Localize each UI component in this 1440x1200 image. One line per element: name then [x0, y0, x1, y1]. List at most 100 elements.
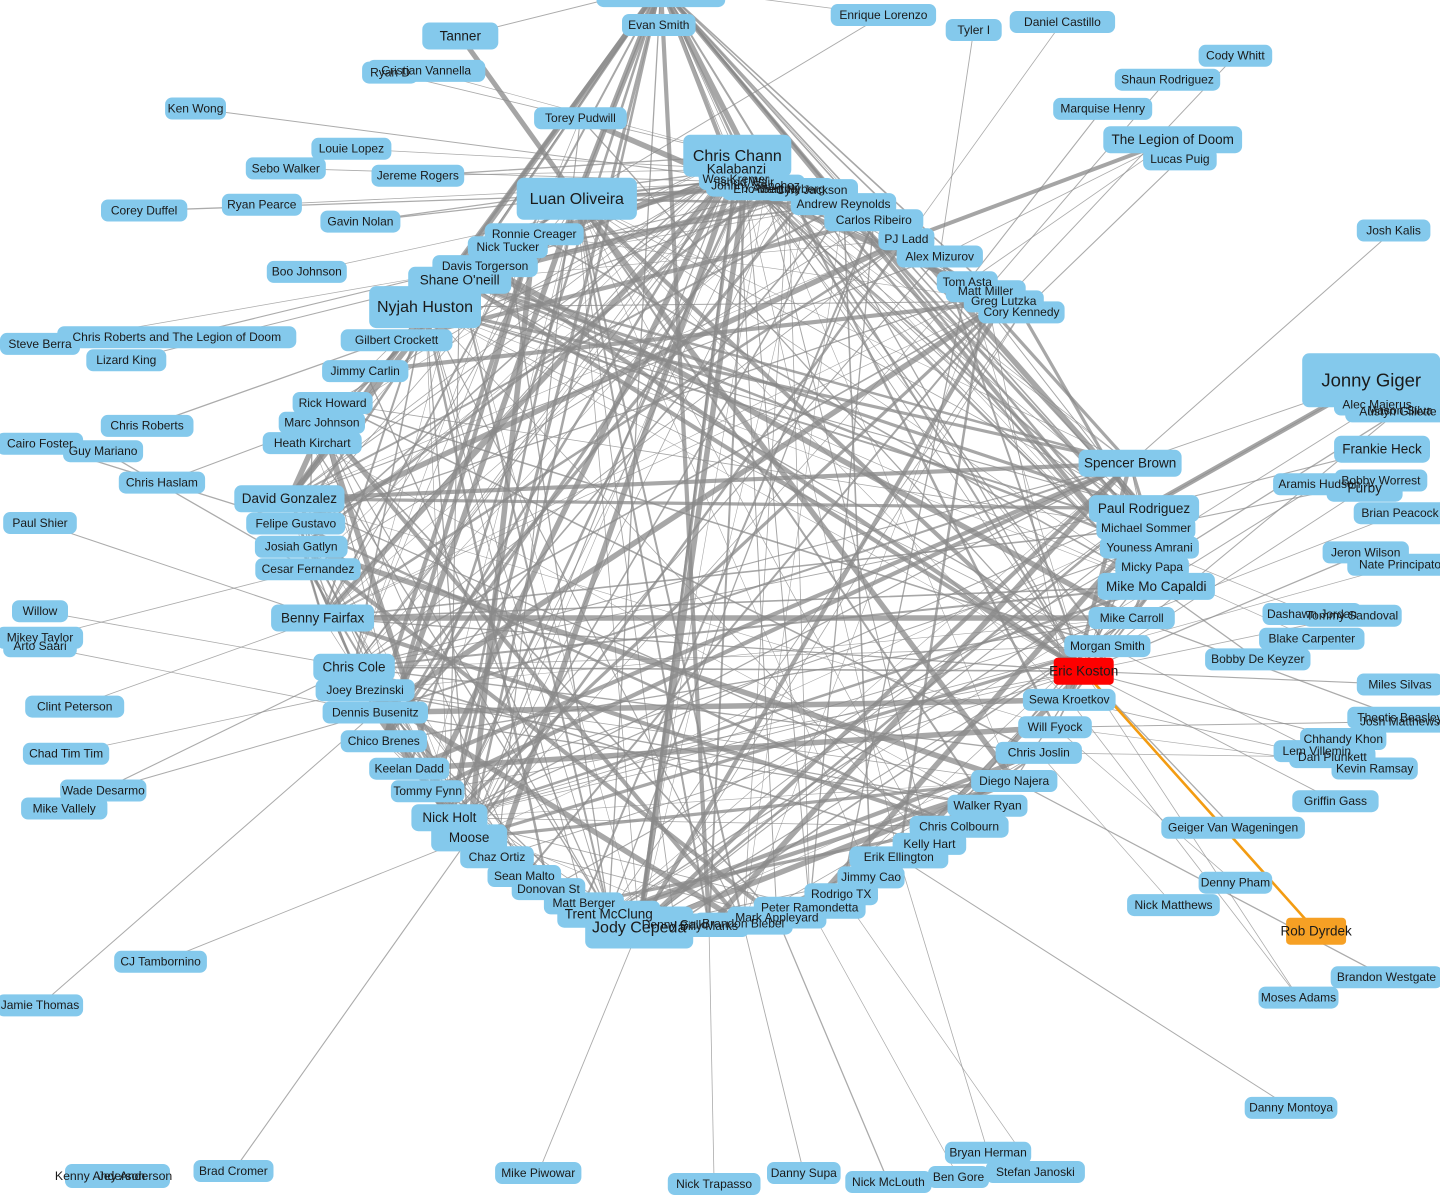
svg-text:Jey Anderson: Jey Anderson	[98, 1169, 173, 1183]
svg-text:Jimmy Carlin: Jimmy Carlin	[331, 364, 400, 378]
svg-text:PJ Ladd: PJ Ladd	[884, 232, 928, 246]
svg-text:Jody Cepeda: Jody Cepeda	[592, 920, 686, 937]
svg-text:Chris Joslin: Chris Joslin	[1008, 746, 1070, 760]
svg-text:Gavin Nolan: Gavin Nolan	[327, 214, 393, 228]
svg-text:Ronnie Creager: Ronnie Creager	[492, 227, 577, 241]
svg-text:Lizard King: Lizard King	[96, 353, 156, 367]
svg-text:Micky Papa: Micky Papa	[1121, 560, 1183, 574]
svg-text:Ryan D: Ryan D	[370, 65, 410, 79]
svg-text:Chris Colbourn: Chris Colbourn	[919, 820, 999, 834]
svg-text:Donovan St: Donovan St	[517, 882, 580, 896]
svg-text:Erik Ellington: Erik Ellington	[864, 850, 934, 864]
svg-text:Chris Roberts and The Legion o: Chris Roberts and The Legion of Doom	[73, 330, 282, 344]
svg-text:Stefan Janoski: Stefan Janoski	[996, 1165, 1075, 1179]
svg-text:Carlos Ribeiro: Carlos Ribeiro	[836, 213, 912, 227]
svg-text:Ben Gore: Ben Gore	[933, 1170, 985, 1184]
svg-text:Gilbert Crockett: Gilbert Crockett	[355, 333, 439, 347]
svg-text:Keelan Dadd: Keelan Dadd	[375, 762, 444, 776]
svg-text:Spencer Brown: Spencer Brown	[1084, 456, 1176, 471]
svg-text:Lucas Puig: Lucas Puig	[1150, 152, 1209, 166]
svg-text:Evan Smith: Evan Smith	[628, 18, 689, 32]
svg-text:Steve Berra: Steve Berra	[8, 337, 72, 351]
svg-text:Rodrigo TX: Rodrigo TX	[811, 887, 871, 901]
svg-text:Cyril Jackson: Cyril Jackson	[776, 183, 847, 197]
svg-text:Heath Kirchart: Heath Kirchart	[274, 436, 351, 450]
svg-text:Chad Tim Tim: Chad Tim Tim	[29, 747, 103, 761]
svg-text:Josh Matthews: Josh Matthews	[1360, 714, 1440, 728]
svg-text:Nyjah Huston: Nyjah Huston	[377, 299, 473, 316]
svg-text:Boo Johnson: Boo Johnson	[272, 265, 342, 279]
svg-text:Bobby De Keyzer: Bobby De Keyzer	[1211, 652, 1304, 666]
svg-text:Sewa Kroetkov: Sewa Kroetkov	[1029, 693, 1110, 707]
svg-text:Tommy Sandoval: Tommy Sandoval	[1306, 609, 1398, 623]
svg-text:Chris Roberts: Chris Roberts	[110, 419, 183, 433]
svg-text:Brandon Westgate: Brandon Westgate	[1337, 970, 1437, 984]
svg-text:Mike Mo Capaldi: Mike Mo Capaldi	[1106, 579, 1207, 594]
svg-text:Nate Principato: Nate Principato	[1359, 558, 1440, 572]
svg-text:Moose: Moose	[449, 830, 490, 845]
svg-text:Chris Cole: Chris Cole	[322, 660, 385, 675]
svg-text:Danny Montoya: Danny Montoya	[1249, 1101, 1333, 1115]
svg-text:Will Fyock: Will Fyock	[1028, 720, 1084, 734]
svg-text:Kelly Hart: Kelly Hart	[903, 837, 956, 851]
svg-text:Luan Oliveira: Luan Oliveira	[530, 191, 624, 208]
svg-text:Morgan Smith: Morgan Smith	[1070, 639, 1145, 653]
svg-text:Jimmy Cao: Jimmy Cao	[841, 870, 901, 884]
svg-text:Wade Desarmo: Wade Desarmo	[62, 783, 145, 797]
svg-text:Dennis Busenitz: Dennis Busenitz	[332, 705, 419, 719]
svg-text:Willow: Willow	[23, 604, 58, 618]
svg-text:Clint Peterson: Clint Peterson	[37, 699, 112, 713]
svg-text:Mike Carroll: Mike Carroll	[1100, 611, 1164, 625]
svg-text:Torey Pudwill: Torey Pudwill	[545, 111, 616, 125]
svg-text:Denny Pham: Denny Pham	[1201, 876, 1270, 890]
svg-text:Felipe Gustavo: Felipe Gustavo	[255, 516, 336, 530]
svg-text:Frankie Heck: Frankie Heck	[1342, 442, 1422, 457]
svg-text:Ken Wong: Ken Wong	[168, 101, 224, 115]
svg-text:Danny Supa: Danny Supa	[771, 1166, 837, 1180]
svg-text:Andrew Reynolds: Andrew Reynolds	[796, 197, 890, 211]
svg-text:Mike Piwowar: Mike Piwowar	[501, 1166, 575, 1180]
svg-text:Tanner: Tanner	[440, 28, 482, 43]
svg-text:Walker Ryan: Walker Ryan	[953, 799, 1021, 813]
svg-text:Davis Torgerson: Davis Torgerson	[442, 259, 528, 273]
svg-text:Benny Fairfax: Benny Fairfax	[281, 610, 365, 625]
svg-text:Nick Trapasso: Nick Trapasso	[676, 1177, 752, 1191]
svg-text:Brian Peacock: Brian Peacock	[1361, 506, 1439, 520]
svg-text:Guy Mariano: Guy Mariano	[69, 444, 138, 458]
svg-text:Blake Carpenter: Blake Carpenter	[1268, 632, 1355, 646]
svg-text:Paul Shier: Paul Shier	[12, 516, 67, 530]
svg-text:Austyn Gillette: Austyn Gillette	[1359, 404, 1437, 418]
svg-text:Furby: Furby	[1347, 481, 1382, 496]
svg-text:Nick Tucker: Nick Tucker	[476, 240, 539, 254]
svg-text:Ryan Pearce: Ryan Pearce	[227, 198, 297, 212]
svg-text:Joey Brezinski: Joey Brezinski	[326, 683, 403, 697]
svg-text:Alex Mizurov: Alex Mizurov	[905, 249, 974, 263]
svg-text:Cody Whitt: Cody Whitt	[1206, 49, 1265, 63]
svg-text:Youness Amrani: Youness Amrani	[1106, 540, 1192, 554]
svg-text:Rob Dyrdek: Rob Dyrdek	[1280, 924, 1352, 939]
svg-text:The Legion of Doom: The Legion of Doom	[1112, 132, 1234, 147]
svg-text:Mike Vallely: Mike Vallely	[33, 801, 96, 815]
svg-text:Brad Cromer: Brad Cromer	[199, 1164, 268, 1178]
svg-text:Mikey Taylor: Mikey Taylor	[7, 631, 73, 645]
svg-text:CJ Tambornino: CJ Tambornino	[120, 955, 201, 969]
svg-text:Shaun Rodriguez: Shaun Rodriguez	[1121, 73, 1214, 87]
svg-text:Nick Holt: Nick Holt	[422, 810, 476, 825]
svg-text:Sebo Walker: Sebo Walker	[252, 161, 320, 175]
svg-text:Moses Adams: Moses Adams	[1261, 990, 1336, 1004]
svg-text:Sean Malto: Sean Malto	[494, 869, 555, 883]
svg-text:Josh Kalis: Josh Kalis	[1366, 223, 1421, 237]
svg-text:Griffin Gass: Griffin Gass	[1304, 794, 1367, 808]
svg-text:Bryan Herman: Bryan Herman	[949, 1146, 1026, 1160]
svg-text:Marc Johnson: Marc Johnson	[284, 416, 359, 430]
svg-text:Geiger Van Wageningen: Geiger Van Wageningen	[1168, 821, 1298, 835]
svg-text:Chris Haslam: Chris Haslam	[126, 475, 198, 489]
svg-text:Shane O'neill: Shane O'neill	[420, 273, 500, 288]
svg-text:David Gonzalez: David Gonzalez	[242, 491, 338, 506]
svg-text:Miles Silvas: Miles Silvas	[1368, 677, 1431, 691]
svg-text:Chaz Ortiz: Chaz Ortiz	[469, 850, 526, 864]
svg-text:Diego Najera: Diego Najera	[979, 774, 1049, 788]
svg-text:Enrique Lorenzo: Enrique Lorenzo	[839, 8, 927, 22]
svg-text:Cesar Fernandez: Cesar Fernandez	[262, 562, 355, 576]
svg-text:Jamie Thomas: Jamie Thomas	[1, 998, 79, 1012]
